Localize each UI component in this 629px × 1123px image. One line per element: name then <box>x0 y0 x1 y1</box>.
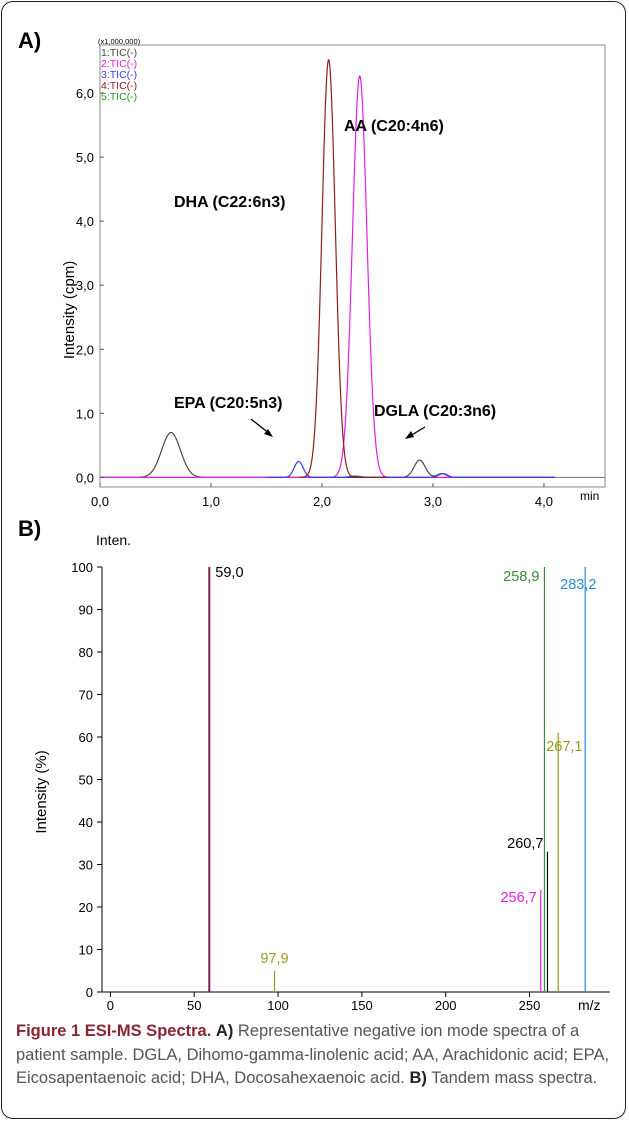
x-tick-label: 0,0 <box>91 494 109 509</box>
series-line <box>299 58 389 478</box>
chromatogram-chart: 0,0 1,0 2,0 3,0 4,0 0,0 1,0 2,0 3,0 4,0 5,0 6,0 (x1… <box>61 37 606 509</box>
annotation-aa: AA (C20:4n6) <box>344 118 444 135</box>
y-tick-label: 1,0 <box>76 406 94 421</box>
figure-caption: Figure 1 ESI-MS Spectra. A) Representati… <box>16 1020 616 1091</box>
series-line <box>266 460 556 478</box>
x-tick-label: 2,0 <box>313 494 331 509</box>
annotation-dgla: DGLA (C20:3n6) <box>374 403 496 420</box>
x-axis-unit: min <box>580 489 599 503</box>
x-tick-label: 3,0 <box>424 494 442 509</box>
caption-a-label: A) <box>215 1022 234 1040</box>
y-tick-label: 5,0 <box>76 150 94 165</box>
annotation-dha: DHA (C22:6n3) <box>174 194 285 211</box>
legend-entry: 4:TIC(-) <box>101 80 137 92</box>
x-tick-label: 1,0 <box>202 494 220 509</box>
series-line <box>100 431 556 478</box>
legend-entry: 3:TIC(-) <box>101 69 137 81</box>
arrow-epa <box>250 418 273 437</box>
legend-entry: 5:TIC(-) <box>101 91 137 103</box>
x-tick-label: 4,0 <box>535 494 553 509</box>
caption-title: Figure 1 ESI-MS Spectra. <box>16 1022 212 1040</box>
y-tick-label: 6,0 <box>76 86 94 101</box>
legend-entry: 1:TIC(-) <box>101 47 137 59</box>
arrow-dgla <box>405 426 426 439</box>
scale-note: (x1,000,000) <box>98 37 141 46</box>
y-tick-label: 2,0 <box>76 342 94 357</box>
y-axis-label: Intensity (cpm) <box>61 261 78 359</box>
panel-b-label: B) <box>18 516 42 541</box>
y-tick-label: 0,0 <box>76 470 94 485</box>
y-tick-label: 3,0 <box>76 278 94 293</box>
caption-b-label: B) <box>409 1069 427 1087</box>
caption-b-text: Tandem mass spectra. <box>431 1069 598 1087</box>
annotation-epa: EPA (C20:5n3) <box>174 395 282 412</box>
panel-a-label: A) <box>18 28 42 53</box>
y-tick-label: 4,0 <box>76 214 94 229</box>
caption-a-text: Representative negative ion mode spectra… <box>16 1022 610 1087</box>
plot-frame <box>99 44 606 488</box>
legend-entry: 2:TIC(-) <box>101 58 137 70</box>
